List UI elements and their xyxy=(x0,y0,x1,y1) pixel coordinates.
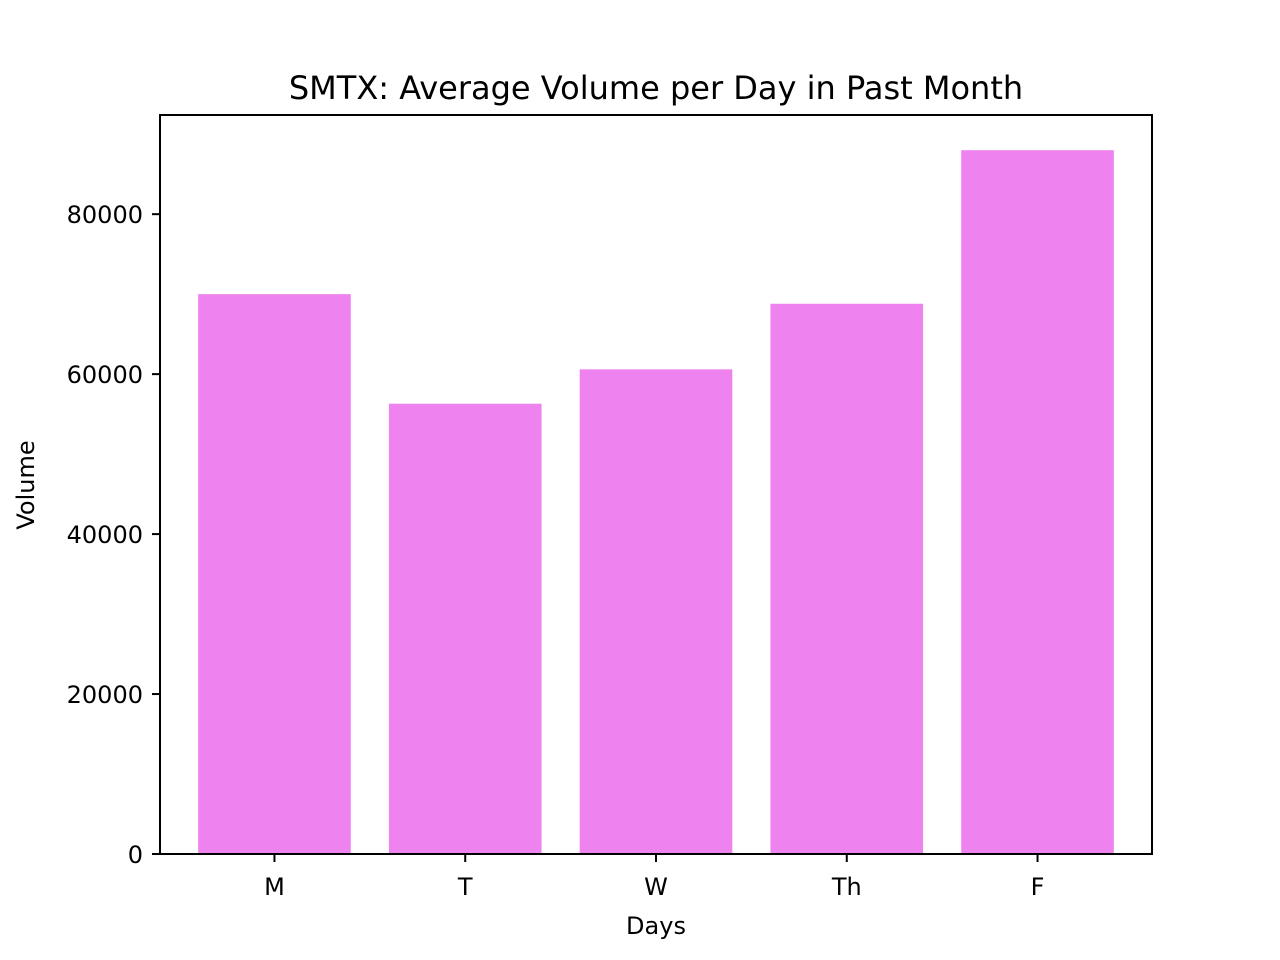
y-tick-label: 20000 xyxy=(67,681,143,709)
x-tick-label: W xyxy=(644,873,668,901)
y-axis-ticks: 0 20000 40000 60000 80000 xyxy=(67,201,160,869)
x-axis-label: Days xyxy=(626,912,686,940)
y-axis-label: Volume xyxy=(12,440,40,529)
bar-th xyxy=(770,303,924,855)
y-tick-label: 60000 xyxy=(67,361,143,389)
chart-title: SMTX: Average Volume per Day in Past Mon… xyxy=(289,69,1023,107)
x-tick-label: F xyxy=(1031,873,1045,901)
x-tick-label: M xyxy=(264,873,285,901)
plot-frame xyxy=(159,114,1153,855)
bar-m xyxy=(198,294,351,855)
bar-w xyxy=(579,369,733,854)
y-tick-label: 80000 xyxy=(67,201,143,229)
bar-t xyxy=(388,403,542,854)
y-tick-label: 40000 xyxy=(67,521,143,549)
x-axis-ticks: M T W Th F xyxy=(264,854,1044,901)
x-tick-label: T xyxy=(457,873,473,901)
bar-f xyxy=(961,150,1114,854)
x-tick-label: Th xyxy=(831,873,862,901)
y-tick-label: 0 xyxy=(128,841,143,869)
bars-group xyxy=(198,150,1114,855)
